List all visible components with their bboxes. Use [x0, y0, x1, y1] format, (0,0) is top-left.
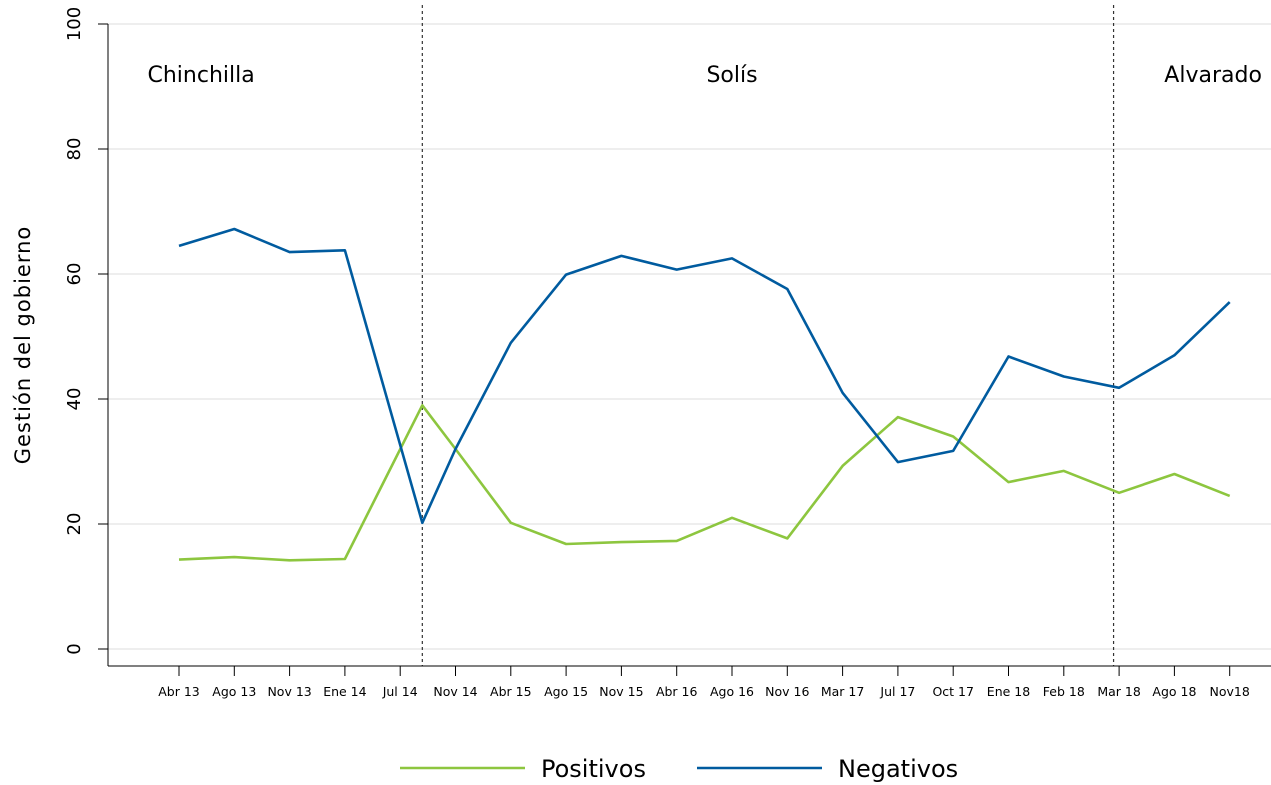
series-line-negativos [178, 227, 1231, 525]
y-axis-label: Gestión del gobierno [11, 226, 35, 464]
x-tick-label: Ago 15 [544, 684, 588, 699]
x-tick-label: Abr 15 [490, 684, 532, 699]
axes [107, 24, 1271, 667]
x-tick-label: Nov 16 [765, 684, 809, 699]
x-tick-label: Ago 13 [212, 684, 256, 699]
y-tick-label: 80 [64, 138, 85, 161]
y-tick-label: 40 [64, 388, 85, 411]
y-axis-title: Gestión del gobierno [11, 226, 35, 464]
x-tick-label: Abr 13 [158, 684, 200, 699]
period-labels: Chinchilla Solís Alvarado [148, 63, 1262, 88]
x-tick-label: Ene 18 [987, 684, 1030, 699]
y-tick-label: 20 [64, 513, 85, 536]
x-tick-label: Mar 18 [1097, 684, 1141, 699]
legend-label-negativos: Negativos [838, 755, 958, 783]
x-tick-label: Ene 14 [323, 684, 366, 699]
series-lines [178, 227, 1231, 562]
x-tick-label: Jul 14 [382, 684, 418, 699]
x-tick-label: Feb 18 [1043, 684, 1085, 699]
period-label: Alvarado [1164, 63, 1262, 88]
period-label: Solís [706, 63, 757, 88]
x-ticks: Abr 13 Ago 13 Nov 13 Ene 14 Jul 14 Nov 14 Abr … [158, 666, 1250, 699]
y-tick-label: 0 [64, 643, 85, 654]
x-tick-label: Abr 16 [656, 684, 698, 699]
x-tick-label: Ago 18 [1152, 684, 1196, 699]
x-tick-label: Nov18 [1210, 684, 1250, 699]
x-tick-label: Mar 17 [821, 684, 864, 699]
x-tick-label: Nov 14 [433, 684, 477, 699]
legend: Positivos Negativos [400, 755, 958, 783]
grid-lines [108, 23, 1271, 650]
x-tick-label: Nov 13 [267, 684, 311, 699]
period-label: Chinchilla [148, 63, 255, 88]
legend-label-positivos: Positivos [541, 755, 646, 783]
y-tick-label: 100 [64, 7, 85, 41]
x-tick-label: Oct 17 [932, 684, 974, 699]
x-tick-label: Ago 16 [710, 684, 754, 699]
period-dividers [421, 5, 1115, 666]
x-tick-label: Nov 15 [599, 684, 643, 699]
y-ticks: 0 20 40 60 80 100 [64, 7, 108, 655]
series-line-positivos [178, 404, 1231, 562]
y-tick-label: 60 [64, 263, 85, 286]
x-tick-label: Jul 17 [879, 684, 915, 699]
